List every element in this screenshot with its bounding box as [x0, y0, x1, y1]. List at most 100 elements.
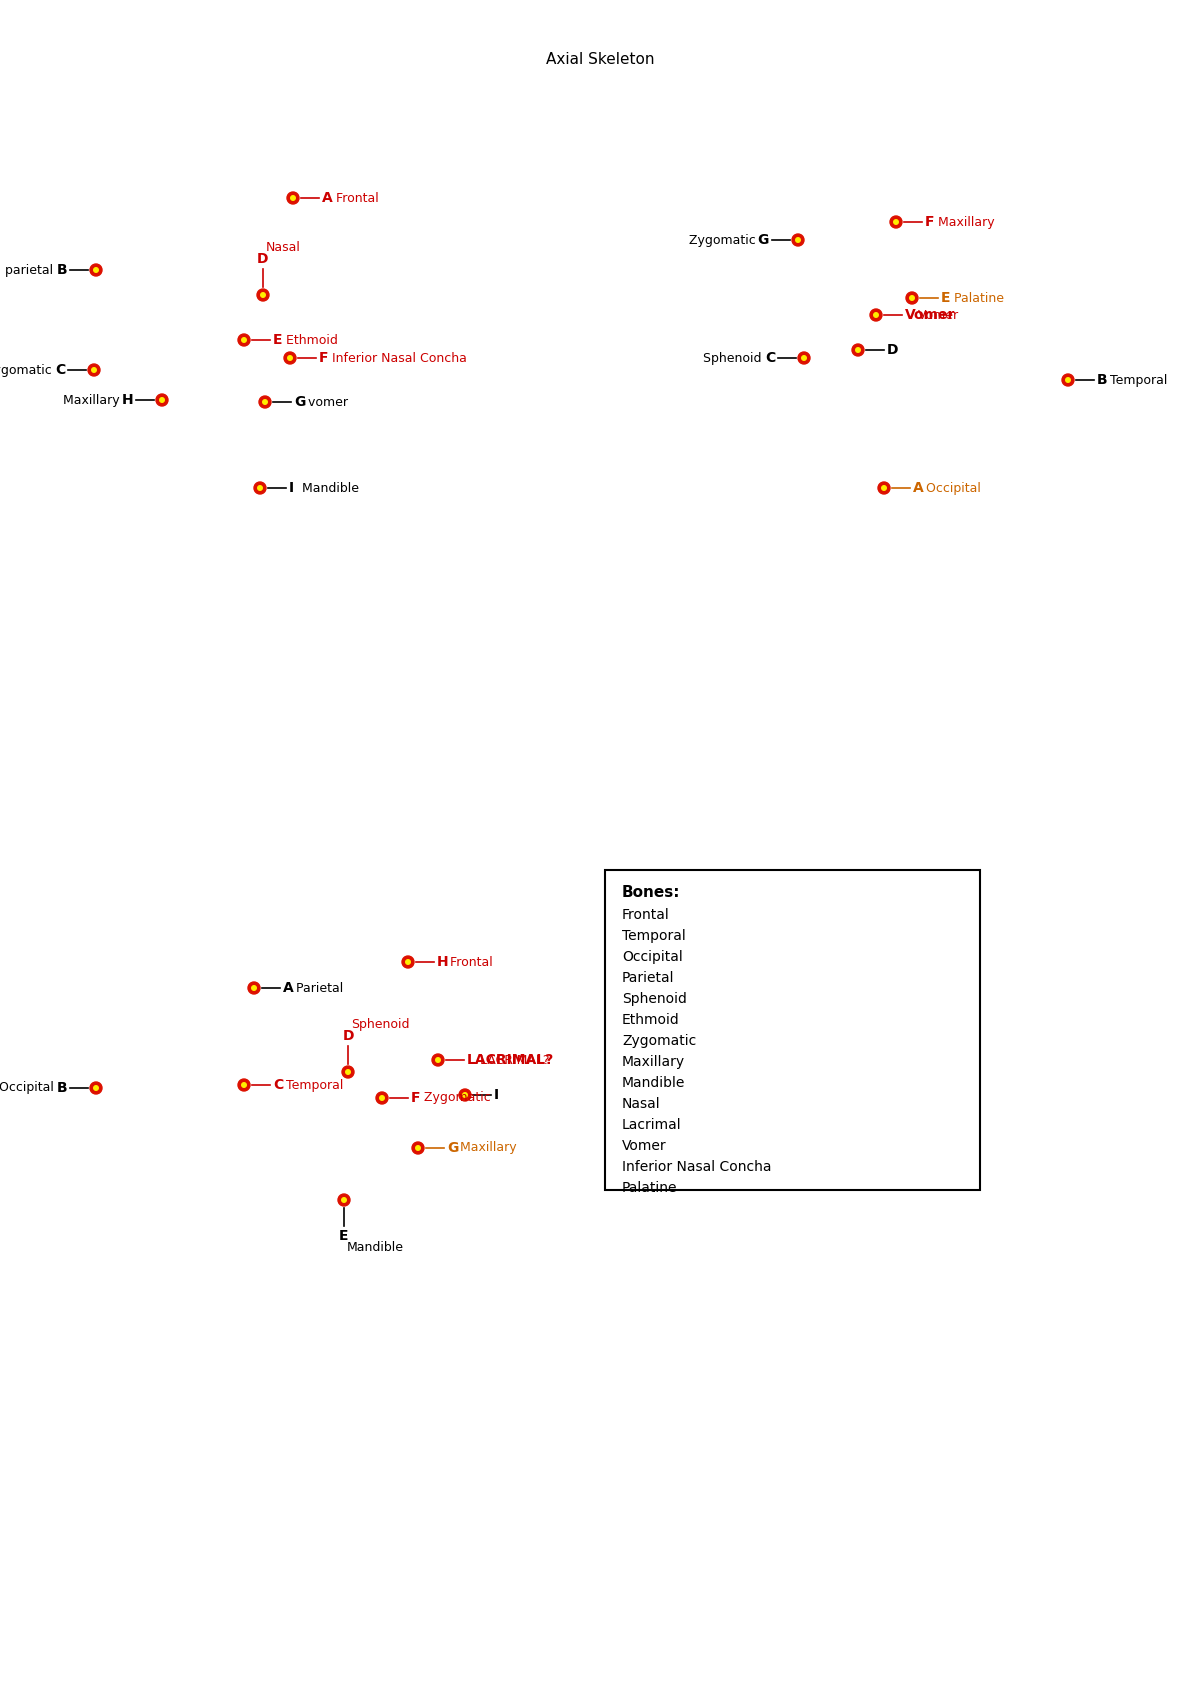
Text: C: C: [764, 351, 775, 365]
Circle shape: [910, 295, 914, 301]
Text: Mandible: Mandible: [622, 1077, 685, 1090]
Text: Parietal: Parietal: [293, 981, 343, 995]
Circle shape: [90, 1082, 102, 1094]
Text: parietal: parietal: [5, 263, 58, 277]
Text: Ethmoid: Ethmoid: [282, 333, 338, 346]
Text: Frontal: Frontal: [331, 192, 378, 204]
Text: Palatine: Palatine: [950, 292, 1004, 304]
Text: Axial Skeleton: Axial Skeleton: [546, 53, 654, 66]
Text: D: D: [257, 251, 269, 267]
Circle shape: [878, 482, 890, 494]
Text: E: E: [274, 333, 282, 346]
Text: Frontal: Frontal: [622, 908, 670, 922]
Text: A: A: [913, 481, 924, 496]
Text: E: E: [340, 1229, 349, 1243]
Circle shape: [852, 345, 864, 357]
Bar: [605, 869, 980, 1190]
Circle shape: [412, 1143, 424, 1155]
Text: Temporal: Temporal: [622, 929, 685, 942]
Circle shape: [257, 289, 269, 301]
Circle shape: [856, 348, 860, 351]
Circle shape: [906, 292, 918, 304]
Circle shape: [90, 263, 102, 277]
Circle shape: [88, 363, 100, 375]
Circle shape: [458, 1088, 470, 1100]
Circle shape: [284, 351, 296, 363]
Text: B: B: [56, 1082, 67, 1095]
Circle shape: [342, 1066, 354, 1078]
Circle shape: [802, 355, 806, 360]
Text: I: I: [289, 481, 294, 496]
Text: D: D: [342, 1029, 354, 1043]
Circle shape: [436, 1058, 440, 1063]
Text: Occipital: Occipital: [622, 949, 683, 964]
Text: LACRIMAL?: LACRIMAL?: [467, 1053, 554, 1066]
Text: LACRIMAL?: LACRIMAL?: [476, 1053, 550, 1066]
Text: A: A: [322, 190, 332, 205]
Circle shape: [415, 1146, 420, 1150]
Text: Palatine: Palatine: [622, 1182, 678, 1195]
Text: Occipital: Occipital: [923, 482, 982, 494]
Text: Zygomatic: Zygomatic: [622, 1034, 696, 1048]
Text: G: G: [757, 233, 769, 246]
Circle shape: [238, 335, 250, 346]
Text: Temporal: Temporal: [282, 1078, 344, 1092]
Text: Sphenoid: Sphenoid: [703, 351, 766, 365]
Circle shape: [259, 396, 271, 408]
Circle shape: [894, 219, 899, 224]
Circle shape: [432, 1054, 444, 1066]
Text: Occipital: Occipital: [0, 1082, 58, 1095]
Text: Temporal: Temporal: [1106, 374, 1168, 387]
Text: Parietal: Parietal: [622, 971, 674, 985]
Text: Vomer: Vomer: [905, 307, 955, 323]
Text: E: E: [941, 290, 950, 306]
Circle shape: [338, 1194, 350, 1206]
Text: Vomer: Vomer: [622, 1139, 667, 1153]
Circle shape: [796, 238, 800, 243]
Text: vomer: vomer: [304, 396, 348, 409]
Text: A: A: [283, 981, 294, 995]
Text: D: D: [887, 343, 899, 357]
Text: Vomer: Vomer: [914, 309, 959, 321]
Circle shape: [160, 397, 164, 402]
Circle shape: [156, 394, 168, 406]
Text: B: B: [56, 263, 67, 277]
Circle shape: [379, 1095, 384, 1100]
Text: Nasal: Nasal: [266, 241, 301, 255]
Text: Maxillary: Maxillary: [622, 1054, 685, 1070]
Circle shape: [241, 1083, 246, 1087]
Circle shape: [94, 268, 98, 272]
Text: Sphenoid: Sphenoid: [622, 992, 686, 1005]
Circle shape: [874, 312, 878, 318]
Circle shape: [263, 399, 268, 404]
Circle shape: [241, 338, 246, 343]
Circle shape: [260, 292, 265, 297]
Text: I: I: [494, 1088, 499, 1102]
Text: Frontal: Frontal: [446, 956, 493, 968]
Circle shape: [798, 351, 810, 363]
Text: Mandible: Mandible: [299, 482, 360, 494]
Circle shape: [406, 959, 410, 964]
Circle shape: [91, 368, 96, 372]
Text: Maxillary: Maxillary: [62, 394, 124, 406]
Text: B: B: [1097, 374, 1108, 387]
Circle shape: [402, 956, 414, 968]
Text: Zygomatic: Zygomatic: [420, 1092, 491, 1104]
Text: Zygomatic: Zygomatic: [0, 363, 55, 377]
Text: Nasal: Nasal: [622, 1097, 661, 1110]
Circle shape: [238, 1078, 250, 1092]
Circle shape: [346, 1070, 350, 1075]
Circle shape: [376, 1092, 388, 1104]
Circle shape: [287, 192, 299, 204]
Text: Zygomatic: Zygomatic: [689, 234, 760, 246]
Text: F: F: [925, 216, 935, 229]
Text: Sphenoid: Sphenoid: [352, 1019, 409, 1031]
Circle shape: [248, 981, 260, 993]
Circle shape: [290, 195, 295, 200]
Text: G: G: [294, 396, 305, 409]
Text: Maxillary: Maxillary: [456, 1141, 517, 1155]
Circle shape: [882, 486, 887, 491]
Text: F: F: [410, 1092, 420, 1105]
Text: C: C: [274, 1078, 283, 1092]
Circle shape: [890, 216, 902, 228]
